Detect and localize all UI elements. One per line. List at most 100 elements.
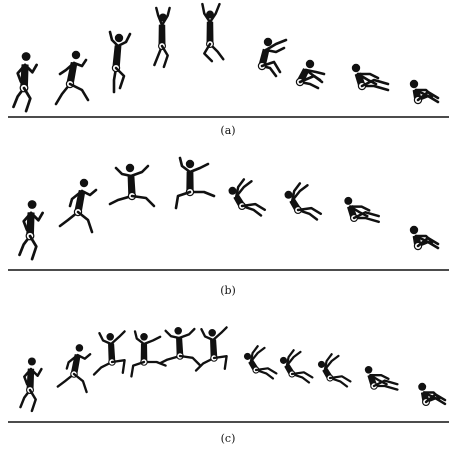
leg-front [130, 360, 146, 378]
arm-front [264, 38, 288, 52]
head [409, 79, 419, 89]
arm-front [178, 156, 192, 174]
leg-front [130, 194, 156, 208]
head [284, 190, 293, 199]
leg-back [159, 354, 182, 365]
jumper-figure [295, 59, 326, 90]
arm-back [208, 2, 221, 24]
arm-front [68, 189, 84, 208]
leg-back [328, 376, 349, 388]
arm-front [201, 2, 212, 24]
head [418, 382, 427, 391]
leg-front [352, 211, 380, 220]
jumper-figure [228, 178, 267, 217]
head [409, 225, 419, 235]
arm-front [414, 88, 434, 98]
leg-front [372, 379, 399, 388]
head [243, 352, 252, 360]
leg-front [328, 375, 352, 383]
leg-front [290, 371, 314, 379]
jumper-figure [108, 163, 156, 208]
leg-back [108, 194, 134, 206]
head [79, 178, 89, 188]
head [27, 357, 36, 366]
leg-back [92, 360, 114, 376]
jumper-figure [279, 349, 314, 384]
leg-back [54, 82, 72, 106]
arm-front [155, 6, 164, 27]
arm-back [211, 326, 228, 342]
jumper-figure [19, 357, 43, 413]
jumper-figure [418, 382, 447, 406]
jumper-figure [130, 330, 167, 378]
jumper-figure [409, 225, 440, 251]
arm-back [188, 162, 210, 174]
jumper-figure [174, 156, 216, 210]
arm-back [109, 330, 126, 346]
arm-back [235, 180, 253, 198]
leg-back [58, 210, 80, 228]
leg-back [56, 372, 76, 388]
jumper-figure [159, 327, 201, 367]
arm-front [285, 349, 295, 367]
head [364, 366, 373, 374]
head [344, 196, 353, 205]
arm-front [16, 63, 27, 84]
leg-front [76, 210, 94, 234]
panel-c [19, 326, 447, 413]
caption-a: (a) [220, 124, 235, 137]
jumper-figure [56, 344, 92, 394]
head [174, 327, 182, 335]
leg-front [360, 78, 390, 88]
arm-front [348, 205, 371, 212]
arm-front [291, 182, 302, 202]
leg-front [296, 206, 323, 216]
jumper-figure [153, 6, 171, 69]
jumper-figure [284, 182, 323, 221]
head [75, 344, 84, 352]
head [158, 13, 167, 22]
leg-front [110, 359, 126, 374]
leg-back [142, 360, 167, 367]
head [305, 59, 315, 69]
arm-back [129, 164, 150, 178]
jumper-figure [257, 37, 288, 78]
arm-front [108, 30, 120, 48]
head [71, 50, 81, 60]
arm-back [291, 184, 309, 202]
leg-front [72, 372, 88, 394]
jumper-figure [18, 200, 44, 261]
arm-front [356, 72, 380, 80]
arm-front [114, 166, 133, 178]
leg-front [174, 190, 192, 210]
arm-front [164, 329, 181, 340]
head [208, 329, 216, 337]
arm-back [304, 68, 326, 76]
head [125, 163, 135, 173]
arm-front [235, 178, 246, 198]
jumper-figure [344, 196, 380, 224]
caption-b: (b) [220, 284, 236, 297]
arm-front [422, 391, 441, 400]
head [228, 186, 237, 195]
head [279, 356, 288, 364]
panel-a [12, 2, 440, 113]
leg-front [28, 234, 38, 261]
head [21, 52, 31, 61]
jumper-figure [201, 2, 225, 63]
jumper-figure [12, 52, 38, 113]
jumper-figure [54, 50, 90, 106]
jumper-figure [108, 30, 132, 94]
arm-front [414, 234, 434, 244]
leg-back [188, 190, 216, 198]
jumper-figure [409, 79, 440, 105]
head [206, 10, 214, 19]
caption-c: (c) [221, 432, 236, 445]
head [140, 333, 148, 341]
arm-back [249, 346, 266, 363]
leg-front [178, 354, 201, 367]
arm-front [200, 328, 215, 342]
jumper-figure [317, 353, 352, 388]
arm-front [323, 353, 333, 371]
leg-front [212, 355, 228, 370]
